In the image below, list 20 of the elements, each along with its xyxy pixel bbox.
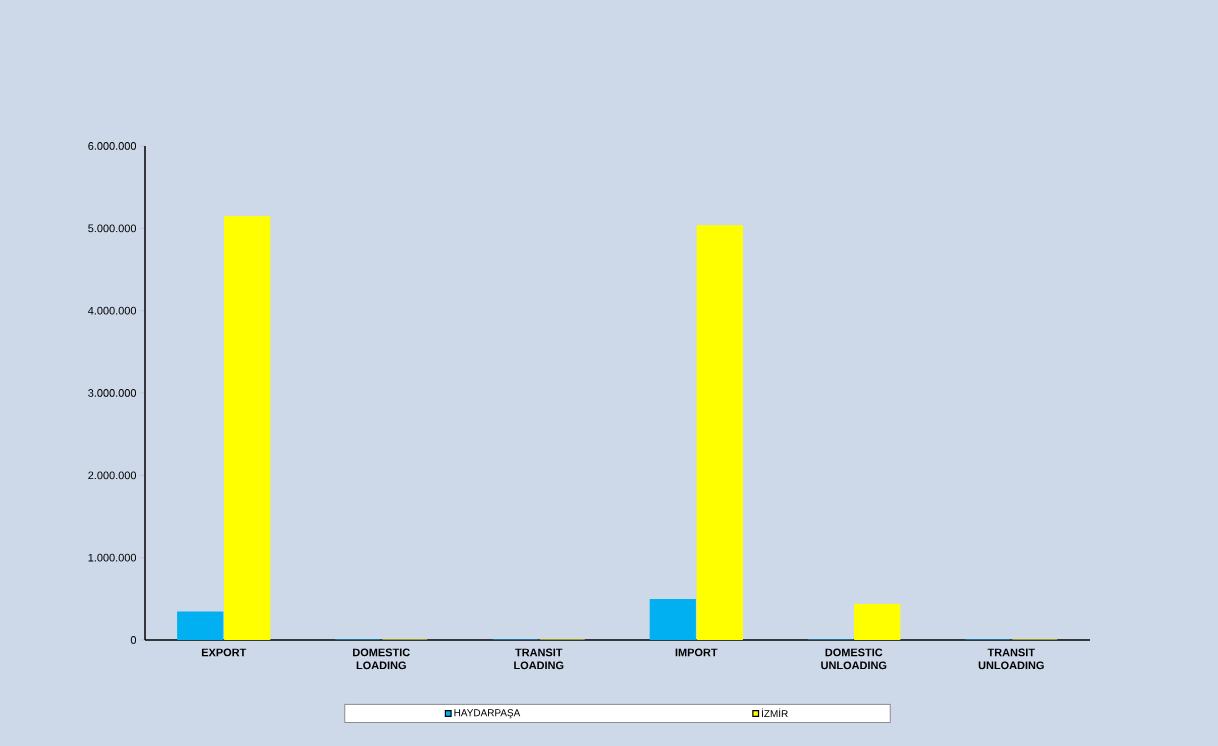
bar	[696, 225, 743, 640]
y-tick-label: 6.000.000	[88, 142, 137, 150]
bar	[649, 599, 696, 640]
bar	[854, 603, 901, 640]
y-tick-label: 5.000.000	[88, 224, 137, 233]
x-tick-label: TRANSIT UNLOADING	[978, 648, 1044, 670]
x-tick-label: EXPORT	[201, 648, 247, 657]
y-tick-label: 4.000.000	[87, 306, 137, 315]
x-tick-label: IMPORT	[675, 648, 718, 657]
y-tick-label: 1.000.000	[88, 553, 137, 562]
x-tick-label: TRANSIT LOADING	[514, 648, 564, 670]
bar	[177, 611, 224, 640]
y-tick-label: 3.000.000	[88, 389, 137, 397]
y-tick-label: 2.000.000	[88, 471, 137, 480]
y-tick-label: 0	[130, 636, 137, 644]
legend-label: İZMİR	[762, 708, 788, 718]
x-tick-label: DOMESTIC UNLOADING	[821, 648, 887, 670]
x-tick-label: DOMESTIC LOADING	[353, 648, 410, 670]
bar	[224, 216, 271, 640]
legend-label: HAYDARPAŞA	[454, 709, 521, 719]
